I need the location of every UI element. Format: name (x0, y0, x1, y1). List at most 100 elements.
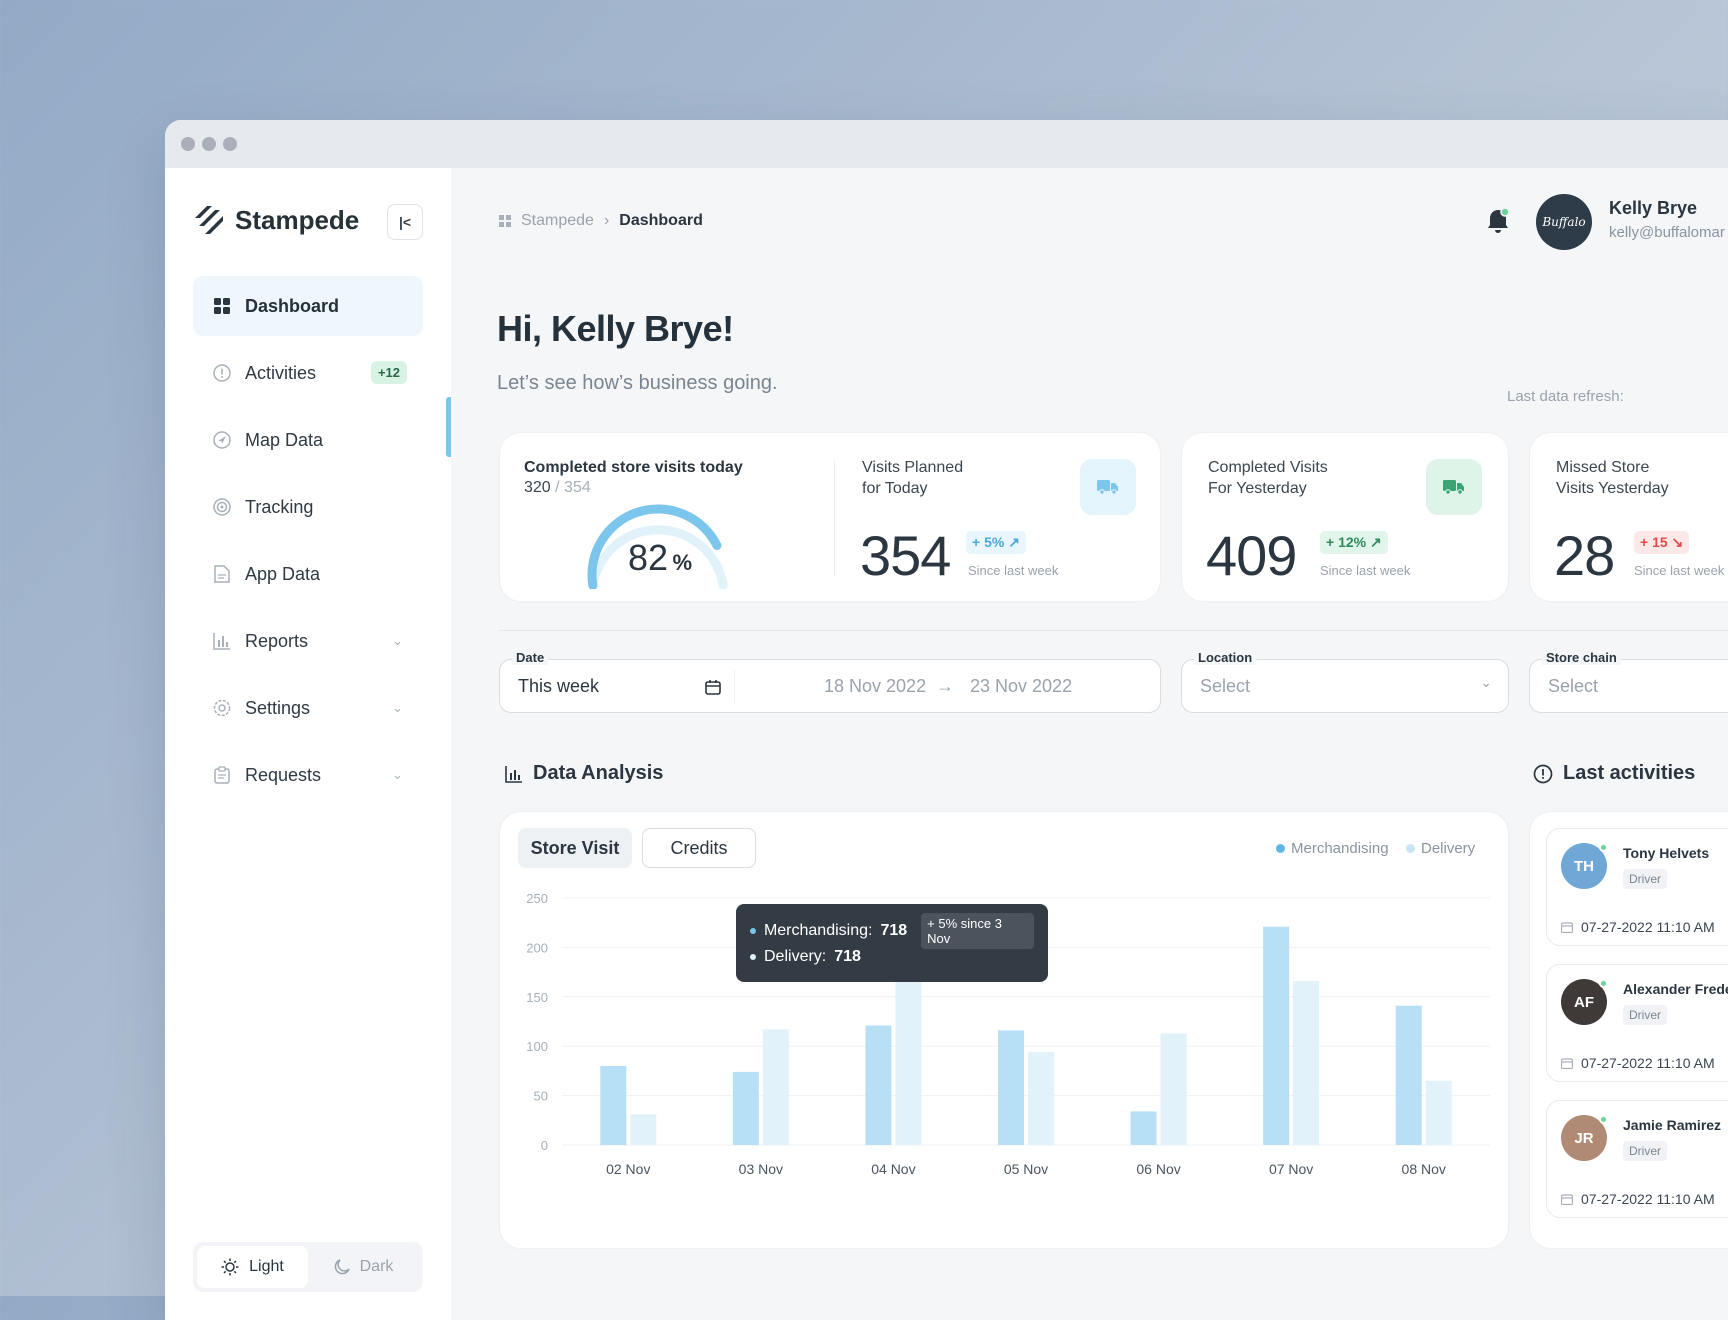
gauge-track (588, 525, 728, 589)
grid-icon (499, 215, 511, 227)
y-tick-label: 200 (526, 940, 548, 955)
tab-store-visit[interactable]: Store Visit (518, 828, 632, 868)
sun-icon (221, 1258, 239, 1276)
brand-name: Stampede (235, 204, 360, 235)
range-arrow-icon: → (936, 676, 954, 696)
tab-credits[interactable]: Credits (642, 828, 756, 868)
brand[interactable]: Stampede (193, 204, 359, 236)
x-tick-label: 06 Nov (1136, 1161, 1180, 1177)
window-maximize-dot[interactable] (223, 137, 237, 151)
completed-count: 320 (524, 479, 551, 496)
truck-icon (1443, 480, 1464, 495)
chevron-down-icon[interactable]: ⌄ (392, 633, 403, 648)
user-avatar[interactable]: Buffalo (1536, 194, 1592, 250)
x-tick-label: 08 Nov (1402, 1161, 1446, 1177)
yesterday-since: Since last week (1320, 563, 1411, 578)
data-analysis-heading: Data Analysis (505, 762, 663, 785)
user-name: Kelly Brye (1609, 198, 1698, 218)
sidebar-item-label: Requests (245, 764, 322, 785)
bar-delivery (1293, 980, 1320, 1145)
bar-merchandising (600, 1065, 627, 1145)
bar-chart-icon (213, 632, 231, 650)
bar-chart: 250 200 150 100 50 0 02 Nov 03 Nov 04 Nov 05 Nov 0… (526, 891, 1490, 1177)
light-label: Light (249, 1258, 284, 1275)
calendar-icon[interactable] (705, 679, 721, 695)
kpi-card-today: Completed store visits today 320 / 354 8… (499, 432, 1161, 602)
bar-delivery (1425, 1080, 1452, 1145)
activity-item[interactable]: AF Alexander Frede Driver 07-27-2022 11:… (1546, 964, 1728, 1082)
bar-merchandising (1130, 1111, 1157, 1145)
sidebar-item-dashboard[interactable]: Dashboard (193, 276, 423, 336)
gauge-percent: 82 % (628, 537, 692, 579)
window-close-dot[interactable] (181, 137, 195, 151)
completed-today-fraction: 320 / 354 (524, 479, 591, 497)
planned-value: 354 (860, 524, 951, 587)
total-count: 354 (564, 479, 591, 496)
range-start-date[interactable]: 18 Nov 2022 (824, 676, 927, 696)
y-tick-label: 50 (534, 1089, 548, 1104)
dark-label: Dark (359, 1258, 394, 1275)
sidebar-item-requests[interactable]: Requests ⌄ (193, 745, 423, 805)
fraction-separator: / (550, 479, 565, 496)
activity-item[interactable]: JR Jamie Ramirez Driver 07-27-2022 11:10… (1546, 1100, 1728, 1218)
bar-merchandising (1395, 1005, 1422, 1145)
tooltip-dot (750, 954, 756, 960)
light-theme-button[interactable]: Light (197, 1246, 308, 1288)
activity-item[interactable]: TH Tony Helvets Driver 07-27-2022 11:10 … (1546, 828, 1728, 946)
planned-title: Visits Planned for Today (862, 457, 963, 499)
page-title: Hi, Kelly Brye! (497, 308, 734, 349)
bar-chart-icon (505, 765, 522, 783)
chevron-down-icon[interactable]: ⌄ (392, 700, 403, 715)
calendar-icon (1561, 1058, 1573, 1069)
location-filter[interactable]: Location Select ⌄ (1181, 650, 1509, 713)
sidebar-item-reports[interactable]: Reports ⌄ (193, 611, 423, 671)
bar-delivery (1160, 1033, 1187, 1145)
sidebar-item-label: Map Data (245, 429, 324, 450)
activity-date-text: 07-27-2022 11:10 AM (1581, 919, 1715, 935)
completed-today-title: Completed store visits today (524, 459, 743, 476)
sidebar-item-map-data[interactable]: Map Data (193, 410, 423, 470)
truck-icon-tile (1080, 459, 1136, 515)
yesterday-change-chip: + 12% ↗ (1320, 531, 1388, 554)
window-minimize-dot[interactable] (202, 137, 216, 151)
range-end-date[interactable]: 23 Nov 2022 (970, 676, 1073, 696)
x-tick-label: 03 Nov (739, 1161, 783, 1177)
store-chain-filter[interactable]: Store chain Select (1529, 650, 1728, 713)
sidebar-item-tracking[interactable]: Tracking (193, 477, 423, 537)
online-status-dot (1599, 843, 1608, 852)
completion-gauge (587, 504, 728, 589)
tooltip-row-merchandising: Merchandising: 718 + 5% since 3 Nov (750, 913, 1034, 949)
file-icon (213, 565, 231, 583)
missed-change-chip: + 15 ↘ (1634, 531, 1690, 554)
breadcrumb-separator-icon: › (603, 212, 610, 229)
sidebar-item-activities[interactable]: Activities +12 (193, 343, 423, 403)
activities-count-badge: +12 (370, 361, 407, 384)
sidebar: Stampede |< Dashboard Activities +12 Map… (165, 168, 451, 1320)
legend-merchandising: Merchandising (1276, 840, 1389, 857)
dark-theme-button[interactable]: Dark (308, 1246, 419, 1288)
tooltip-row-delivery: Delivery: 718 (750, 944, 1034, 970)
sidebar-item-settings[interactable]: Settings ⌄ (193, 678, 423, 738)
breadcrumb-root[interactable]: Stampede (521, 212, 594, 229)
activity-date-text: 07-27-2022 11:10 AM (1581, 1055, 1715, 1071)
sidebar-item-app-data[interactable]: App Data (193, 544, 423, 604)
yesterday-value: 409 (1206, 524, 1297, 587)
date-preset-select[interactable]: This week (518, 676, 600, 696)
chevron-down-icon: ⌄ (1480, 674, 1492, 690)
activity-date: 07-27-2022 11:10 AM (1561, 1055, 1715, 1071)
calendar-icon (1561, 922, 1573, 933)
activity-date: 07-27-2022 11:10 AM (1561, 919, 1715, 935)
activity-role-badge: Driver (1623, 869, 1667, 889)
activity-date-text: 07-27-2022 11:10 AM (1581, 1191, 1715, 1207)
date-label: Date (512, 650, 549, 665)
sidebar-item-label: Reports (245, 630, 309, 651)
last-refresh-label: Last data refresh: (1507, 388, 1624, 405)
activity-user-name: Jamie Ramirez (1623, 1117, 1722, 1133)
collapse-sidebar-button[interactable]: |< (387, 204, 423, 240)
legend-label: Delivery (1421, 840, 1476, 857)
chevron-down-icon[interactable]: ⌄ (392, 767, 403, 782)
notification-bell-icon[interactable] (1486, 206, 1510, 234)
activity-user-name: Alexander Frede (1623, 981, 1728, 997)
planned-title-line-2: for Today (862, 480, 928, 497)
planned-title-line-1: Visits Planned (862, 459, 964, 476)
